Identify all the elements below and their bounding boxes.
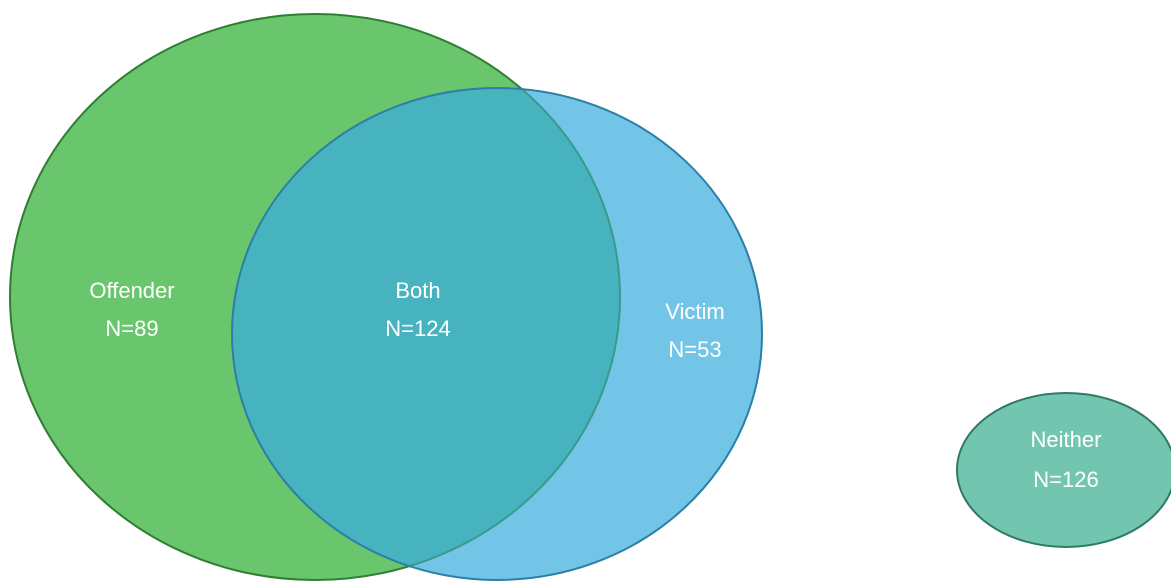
victim-outline (231, 87, 763, 581)
region-count: N=89 (105, 316, 158, 341)
overlap (232, 88, 621, 580)
region-count: N=53 (668, 337, 721, 362)
region-label: Offender (89, 278, 174, 303)
region-label: Neither (1031, 427, 1102, 452)
region-count: N=124 (385, 316, 450, 341)
overlap-fill (232, 88, 621, 580)
neither-circle (956, 392, 1171, 548)
region-label: Both (395, 278, 440, 303)
region-label: Victim (665, 299, 725, 324)
region-count: N=126 (1033, 467, 1098, 492)
